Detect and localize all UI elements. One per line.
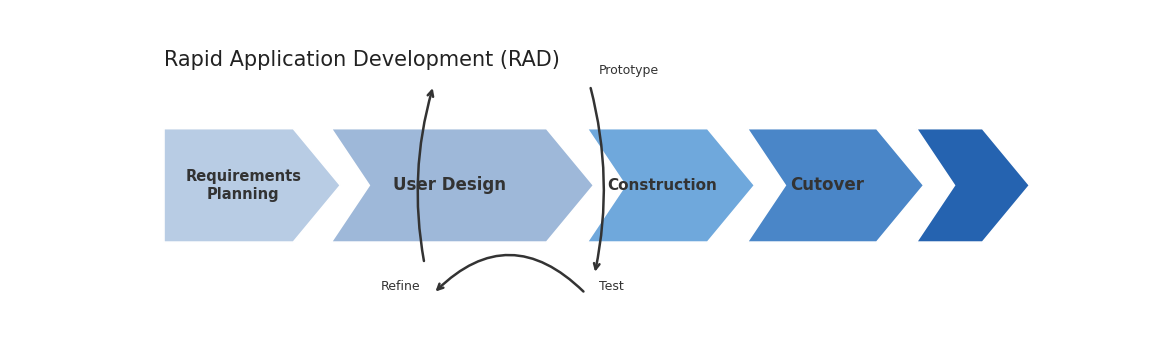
- Polygon shape: [587, 128, 755, 242]
- Text: User Design: User Design: [393, 176, 505, 194]
- Text: Prototype: Prototype: [599, 64, 659, 77]
- Polygon shape: [331, 128, 594, 242]
- Text: Refine: Refine: [380, 280, 420, 293]
- Text: Construction: Construction: [608, 178, 718, 193]
- Polygon shape: [916, 128, 1029, 242]
- Text: Rapid Application Development (RAD): Rapid Application Development (RAD): [163, 50, 560, 70]
- Polygon shape: [747, 128, 924, 242]
- Text: Test: Test: [599, 280, 623, 293]
- Polygon shape: [163, 128, 341, 242]
- Text: Requirements
Planning: Requirements Planning: [186, 169, 301, 201]
- Text: Cutover: Cutover: [790, 176, 864, 194]
